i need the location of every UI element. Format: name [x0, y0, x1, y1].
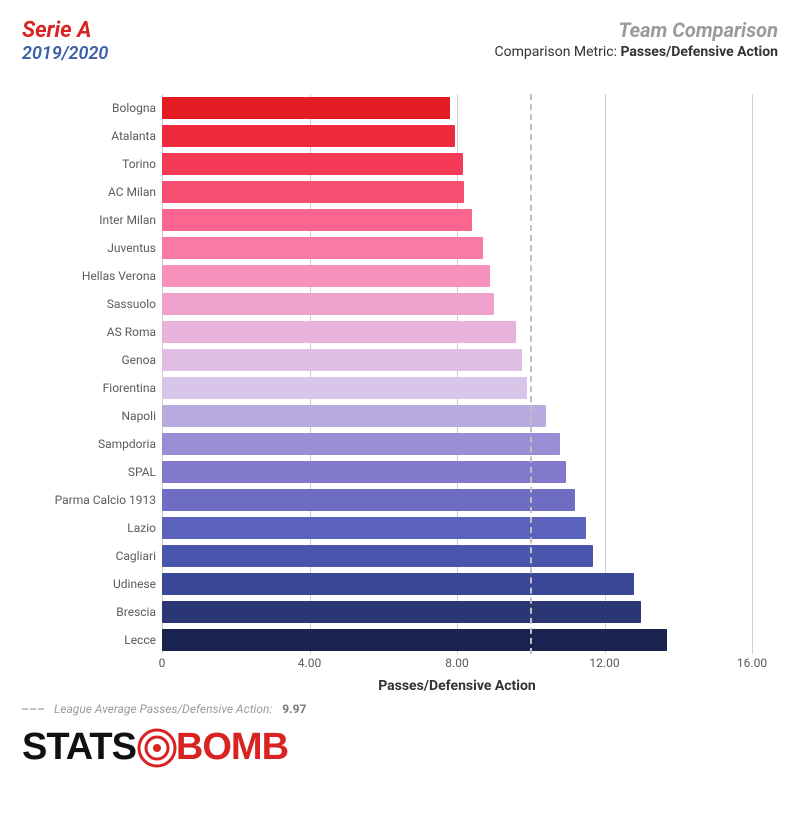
- x-tick: 4.00: [298, 656, 321, 670]
- metric-name: Passes/Defensive Action: [620, 44, 778, 60]
- bar: [162, 629, 667, 651]
- header-right: Team Comparison Comparison Metric: Passe…: [495, 18, 779, 60]
- chart-subtitle: Team Comparison: [495, 18, 779, 42]
- brand-part2: BOMB: [176, 726, 288, 769]
- bar: [162, 181, 464, 203]
- bar-row: Bologna: [162, 94, 752, 122]
- bar-row: Fiorentina: [162, 374, 752, 402]
- bar: [162, 377, 527, 399]
- team-label: Brescia: [0, 605, 156, 619]
- bar: [162, 517, 586, 539]
- bar: [162, 153, 463, 175]
- bar: [162, 461, 566, 483]
- average-value: 9.97: [282, 702, 306, 716]
- team-label: Udinese: [0, 577, 156, 591]
- bar-row: Lecce: [162, 626, 752, 654]
- team-label: Juventus: [0, 241, 156, 255]
- bar: [162, 125, 455, 147]
- bar-row: Inter Milan: [162, 206, 752, 234]
- bar-row: Parma Calcio 1913: [162, 486, 752, 514]
- team-label: AC Milan: [0, 185, 156, 199]
- bar-row: Genoa: [162, 346, 752, 374]
- average-label: League Average Passes/Defensive Action:: [54, 702, 272, 716]
- team-label: Genoa: [0, 353, 156, 367]
- bar-row: Hellas Verona: [162, 262, 752, 290]
- bar-row: Udinese: [162, 570, 752, 598]
- x-tick: 16.00: [737, 656, 767, 670]
- bar: [162, 489, 575, 511]
- bar: [162, 573, 634, 595]
- bar: [162, 321, 516, 343]
- bar-row: Brescia: [162, 598, 752, 626]
- x-tick: 0: [159, 656, 166, 670]
- bar: [162, 601, 641, 623]
- team-label: Fiorentina: [0, 381, 156, 395]
- bar: [162, 293, 494, 315]
- x-tick: 8.00: [445, 656, 468, 670]
- bar: [162, 405, 546, 427]
- bar-row: Sassuolo: [162, 290, 752, 318]
- team-label: AS Roma: [0, 325, 156, 339]
- average-line: [530, 94, 532, 654]
- team-label: Lecce: [0, 633, 156, 647]
- team-label: Napoli: [0, 409, 156, 423]
- bar: [162, 209, 472, 231]
- bar-row: AC Milan: [162, 178, 752, 206]
- grid-line: [752, 94, 753, 654]
- average-line-swatch: [22, 708, 44, 710]
- bar-row: Sampdoria: [162, 430, 752, 458]
- team-label: Hellas Verona: [0, 269, 156, 283]
- team-label: Cagliari: [0, 549, 156, 563]
- metric-line: Comparison Metric: Passes/Defensive Acti…: [495, 44, 779, 60]
- bar-row: Lazio: [162, 514, 752, 542]
- team-label: Sampdoria: [0, 437, 156, 451]
- bar-row: AS Roma: [162, 318, 752, 346]
- team-label: Inter Milan: [0, 213, 156, 227]
- plot-area: BolognaAtalantaTorinoAC MilanInter Milan…: [162, 94, 752, 654]
- brand-logo: STATS BOMB: [22, 726, 778, 769]
- team-label: SPAL: [0, 465, 156, 479]
- bar-row: Torino: [162, 150, 752, 178]
- average-legend: League Average Passes/Defensive Action: …: [22, 702, 778, 716]
- season-label: 2019/2020: [22, 43, 108, 64]
- bar: [162, 237, 483, 259]
- metric-prefix: Comparison Metric:: [495, 44, 621, 60]
- bar-row: Cagliari: [162, 542, 752, 570]
- bar-row: Atalanta: [162, 122, 752, 150]
- bar-row: SPAL: [162, 458, 752, 486]
- bar: [162, 97, 450, 119]
- team-label: Atalanta: [0, 129, 156, 143]
- x-axis-title: Passes/Defensive Action: [162, 678, 752, 694]
- team-label: Bologna: [0, 101, 156, 115]
- league-title: Serie A: [22, 18, 108, 43]
- header-left: Serie A 2019/2020: [22, 18, 108, 64]
- x-tick: 12.00: [589, 656, 619, 670]
- team-label: Sassuolo: [0, 297, 156, 311]
- brand-part1: STATS: [22, 726, 136, 769]
- bar: [162, 433, 560, 455]
- header: Serie A 2019/2020 Team Comparison Compar…: [22, 18, 778, 64]
- chart: BolognaAtalantaTorinoAC MilanInter Milan…: [22, 94, 778, 684]
- team-label: Lazio: [0, 521, 156, 535]
- bar: [162, 265, 490, 287]
- team-label: Parma Calcio 1913: [0, 493, 156, 507]
- bar-row: Napoli: [162, 402, 752, 430]
- target-icon: [136, 727, 178, 769]
- team-label: Torino: [0, 157, 156, 171]
- bar-row: Juventus: [162, 234, 752, 262]
- bar: [162, 349, 522, 371]
- x-axis-ticks: 04.008.0012.0016.00: [162, 656, 752, 676]
